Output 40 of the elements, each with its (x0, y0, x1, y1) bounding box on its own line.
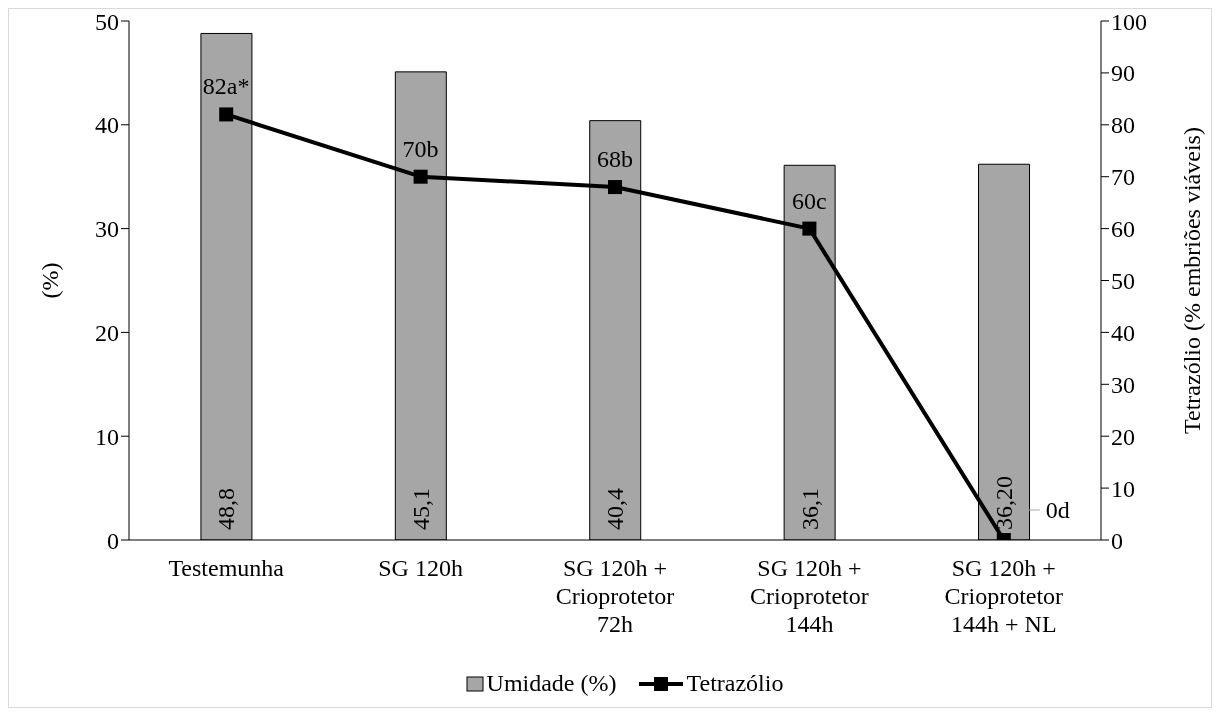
y2-axis-title: Tetrazólio (% embriões viáveis) (1178, 127, 1205, 434)
point (219, 107, 234, 122)
y-tick-label: 30 (95, 216, 119, 243)
data-label: 82a* (202, 73, 250, 100)
y2-tick-label: 10 (1111, 475, 1135, 502)
y-tick-label: 10 (95, 423, 119, 450)
data-label: 36,1 (796, 488, 823, 530)
legend-label: Tetrazólio (686, 670, 784, 697)
y2-tick-label: 80 (1111, 112, 1135, 139)
y2-tick-label: 20 (1111, 423, 1135, 450)
y2-tick-label: 90 (1111, 60, 1135, 87)
legend-label: Umidade (%) (486, 670, 617, 697)
data-label: 40,4 (602, 488, 629, 530)
y2-tick-label: 60 (1111, 216, 1135, 243)
y-tick-label: 0 (107, 527, 119, 554)
data-label: 60c (792, 187, 827, 214)
data-label: 45,1 (407, 488, 434, 530)
y2-tick-label: 30 (1111, 371, 1135, 398)
point (802, 221, 817, 236)
data-label: 48,8 (213, 488, 240, 530)
y2-tick-label: 70 (1111, 164, 1135, 191)
x-tick-label: Testemunha (168, 555, 285, 581)
y-tick-label: 50 (95, 8, 119, 35)
y-axis-title: (%) (36, 262, 63, 299)
data-label: 68b (597, 146, 633, 173)
point (608, 180, 622, 195)
point (413, 169, 428, 184)
x-tick-label: SG 120h (378, 555, 463, 581)
x-tick-label: SG 120h + Crioprotetor 144h + NL (944, 555, 1064, 637)
y-tick-label: 20 (95, 319, 119, 346)
x-tick-label: SG 120h + Crioprotetor 72h (555, 555, 675, 637)
x-tick-label: SG 120h + Crioprotetor 144h (750, 555, 869, 637)
y2-tick-label: 0 (1111, 527, 1123, 554)
data-label: 70b (402, 135, 439, 162)
y2-tick-label: 50 (1111, 268, 1135, 295)
y2-tick-label: 100 (1111, 8, 1147, 35)
y-tick-label: 40 (95, 112, 119, 139)
data-label: 36,20 (991, 476, 1018, 530)
data-label: 0d (1045, 497, 1070, 523)
y2-tick-label: 40 (1111, 319, 1135, 346)
